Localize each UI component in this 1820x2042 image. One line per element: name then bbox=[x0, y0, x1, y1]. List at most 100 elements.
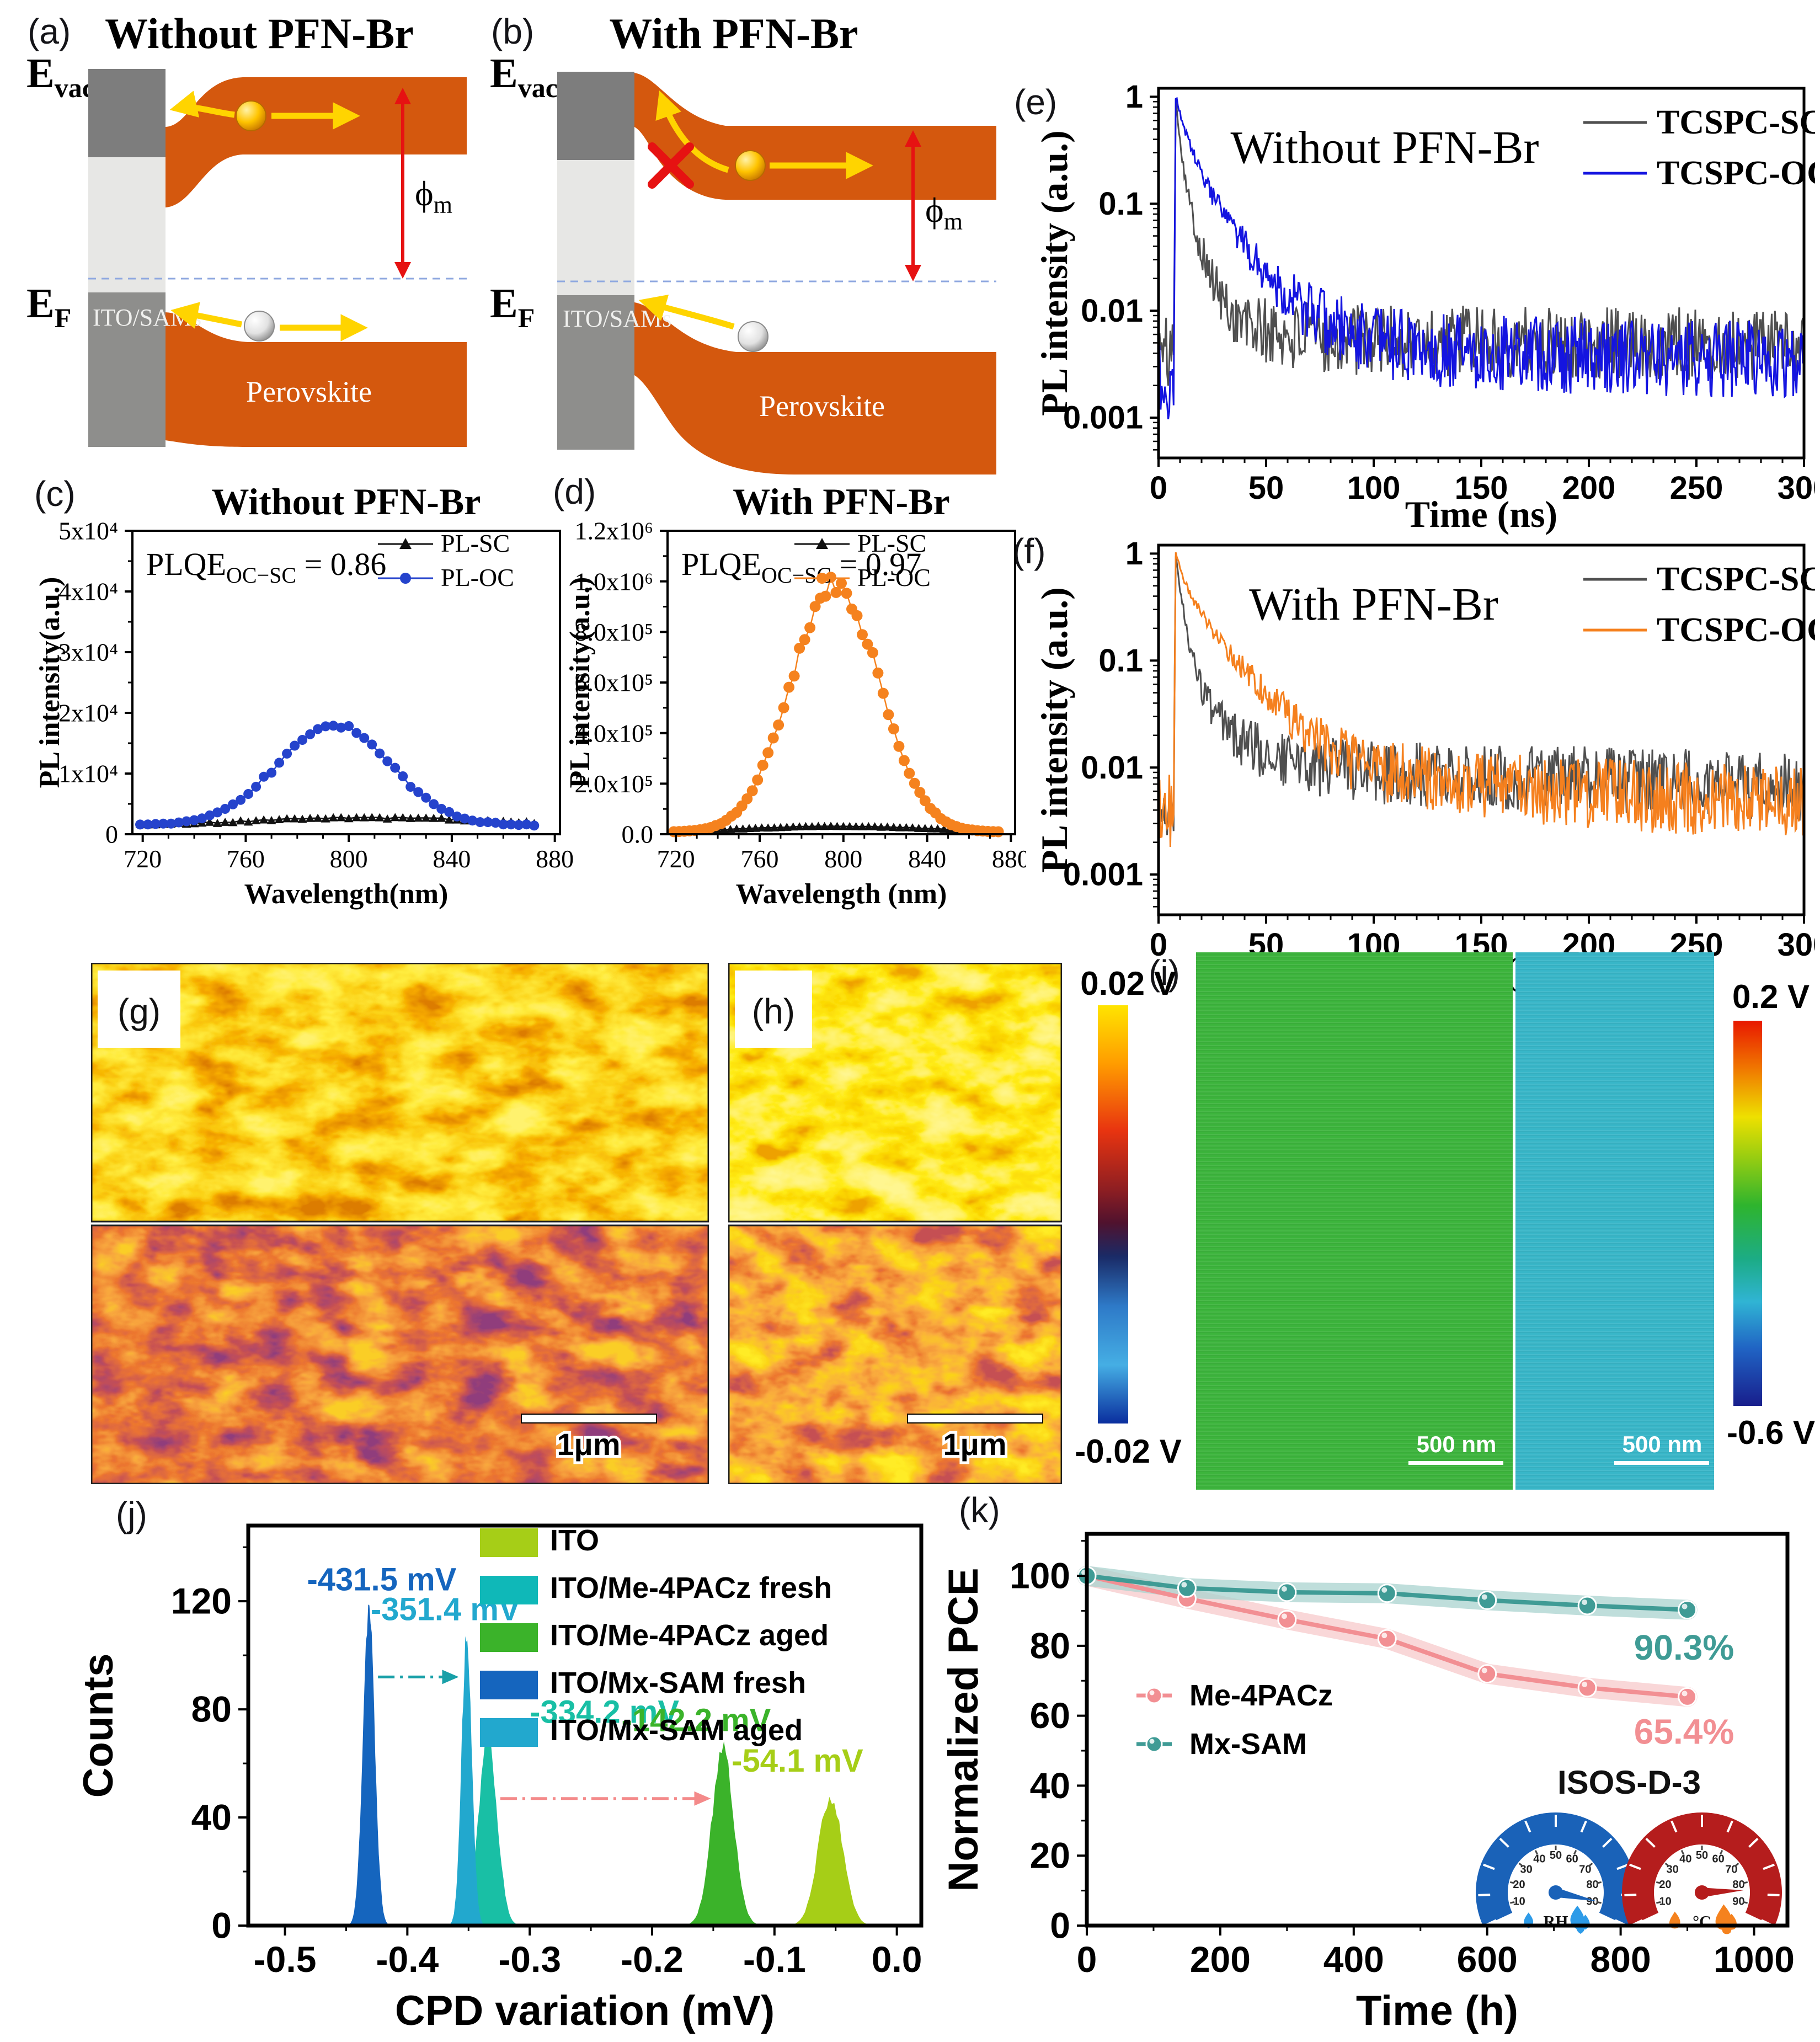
TCSPC-OC-curve bbox=[1157, 97, 1805, 419]
svg-text:0.01: 0.01 bbox=[1081, 750, 1143, 786]
svg-text:1000: 1000 bbox=[1714, 1939, 1795, 1980]
phi-m-label: ϕm bbox=[925, 190, 963, 235]
svg-text:TCSPC-OC: TCSPC-OC bbox=[1657, 611, 1815, 649]
gauge-label: °C bbox=[1693, 1912, 1711, 1931]
PL-SC-line bbox=[674, 825, 995, 832]
svg-text:1.0x10⁶: 1.0x10⁶ bbox=[574, 567, 653, 595]
svg-text:0.001: 0.001 bbox=[1063, 400, 1143, 436]
svg-text:90: 90 bbox=[1586, 1895, 1598, 1907]
perovskite-label: Perovskite bbox=[246, 375, 372, 408]
svg-text:150: 150 bbox=[1455, 470, 1508, 506]
valence-band bbox=[166, 312, 467, 447]
electron-ball bbox=[236, 100, 266, 131]
f-plot-content bbox=[1157, 552, 1805, 847]
y-axis-label: PL intensity(a.u.) bbox=[34, 577, 66, 788]
svg-text:760: 760 bbox=[740, 845, 778, 873]
scalebar-line bbox=[521, 1414, 657, 1423]
svg-text:TCSPC-SC: TCSPC-SC bbox=[1657, 561, 1815, 598]
chart-title: Without PFN-Br bbox=[212, 481, 481, 523]
svg-text:-0.4: -0.4 bbox=[376, 1939, 439, 1980]
scalebar-line bbox=[1408, 1461, 1503, 1465]
peak-annotation: -142.2 mV bbox=[622, 1702, 771, 1738]
cpd-histogram-chart: -431.5 mV-334.2 mV-351.4 mV-142.2 mV-54.… bbox=[75, 1523, 924, 2034]
hist-peak bbox=[342, 1604, 396, 1926]
svg-text:70: 70 bbox=[1579, 1864, 1591, 1876]
kpfm-map-i-right bbox=[1515, 952, 1714, 1490]
panel-label-b: (b) bbox=[491, 12, 535, 51]
svg-text:2x10⁴: 2x10⁴ bbox=[58, 699, 118, 727]
svg-text:5x10⁴: 5x10⁴ bbox=[58, 517, 118, 545]
svg-text:1x10⁴: 1x10⁴ bbox=[58, 760, 118, 788]
svg-text:-0.1: -0.1 bbox=[743, 1939, 806, 1980]
svg-text:PL-OC: PL-OC bbox=[857, 563, 931, 591]
kpfm-map-i-left bbox=[1196, 952, 1513, 1490]
scalebar-label: 1μm bbox=[943, 1427, 1006, 1462]
gh-colorbar bbox=[1098, 1005, 1128, 1423]
electrode-mid-block bbox=[88, 157, 166, 292]
panel-label-f: (f) bbox=[1012, 531, 1046, 571]
svg-text:880: 880 bbox=[536, 845, 574, 873]
x-axis-label: Wavelength (nm) bbox=[736, 878, 947, 910]
hole-transfer-arrow bbox=[638, 294, 735, 330]
gauge-label: RH bbox=[1544, 1912, 1568, 1931]
svg-text:20: 20 bbox=[1030, 1835, 1070, 1876]
gauge-needle bbox=[1701, 1888, 1744, 1897]
svg-text:0.01: 0.01 bbox=[1081, 293, 1143, 329]
svg-text:ITO/Me-4PACz aged: ITO/Me-4PACz aged bbox=[550, 1619, 829, 1652]
gauge-ring bbox=[1476, 1812, 1636, 1927]
svg-text:0: 0 bbox=[1077, 1939, 1097, 1980]
svg-text:600: 600 bbox=[1457, 1939, 1518, 1980]
svg-text:0.0: 0.0 bbox=[622, 820, 654, 849]
title-with-pfnbr: With PFN-Br bbox=[609, 9, 858, 57]
svg-text:300: 300 bbox=[1778, 927, 1815, 963]
svg-text:40: 40 bbox=[191, 1796, 232, 1837]
panel-label-box bbox=[735, 971, 812, 1048]
i-colorbar-max-label: 0.2 V bbox=[1732, 978, 1810, 1015]
kpfm-map-g: (g) 1μm bbox=[91, 963, 709, 1484]
svg-text:1: 1 bbox=[1125, 536, 1143, 572]
PL-OC-line bbox=[674, 574, 999, 833]
perovskite-label: Perovskite bbox=[759, 390, 885, 423]
tcspc-without-chart: Without PFN-Br TCSPC-SC TCSPC-OC 0 50 100 150 2… bbox=[1033, 79, 1815, 535]
kpfm-top-half bbox=[91, 963, 709, 1222]
panel-label-h: (h) bbox=[752, 991, 795, 1031]
svg-text:60: 60 bbox=[1712, 1853, 1724, 1865]
y-axis-label: Normalized PCE bbox=[940, 1568, 987, 1891]
panel-label-box bbox=[98, 971, 180, 1048]
x-axis-label: CPD variation (mV) bbox=[395, 1987, 775, 2034]
svg-text:0.0: 0.0 bbox=[872, 1939, 922, 1980]
svg-text:20: 20 bbox=[1659, 1879, 1671, 1891]
svg-text:0: 0 bbox=[1050, 1905, 1070, 1945]
svg-text:10: 10 bbox=[1513, 1895, 1525, 1907]
peak-annotation: -431.5 mV bbox=[307, 1562, 456, 1598]
ef-label: EF bbox=[490, 280, 535, 333]
phi-m-label: ϕm bbox=[415, 174, 452, 218]
legend-swatch bbox=[480, 1623, 538, 1652]
y-axis-label: PL intensity(a.u.) bbox=[564, 577, 596, 788]
legend-swatch bbox=[480, 1528, 538, 1557]
svg-text:720: 720 bbox=[124, 845, 162, 873]
svg-text:60: 60 bbox=[1566, 1853, 1578, 1865]
svg-text:Mx-SAM: Mx-SAM bbox=[1189, 1728, 1307, 1761]
svg-text:90: 90 bbox=[1732, 1895, 1744, 1907]
svg-text:120: 120 bbox=[171, 1581, 232, 1622]
final-pce-label: 65.4% bbox=[1634, 1712, 1734, 1751]
y-axis-label: PL intensity (a.u.) bbox=[1033, 130, 1075, 416]
svg-text:TCSPC-SC: TCSPC-SC bbox=[1657, 104, 1815, 141]
band-diagram-without: Evac EF ITO/SAMs ϕm Perovskite bbox=[26, 50, 467, 447]
svg-text:80: 80 bbox=[1030, 1625, 1070, 1666]
svg-text:PL-OC: PL-OC bbox=[441, 563, 514, 591]
svg-text:200: 200 bbox=[1190, 1939, 1251, 1980]
scalebar-label: 500 nm bbox=[1416, 1431, 1497, 1457]
title-without-pfnbr: Without PFN-Br bbox=[105, 9, 414, 57]
svg-text:3x10⁴: 3x10⁴ bbox=[58, 638, 118, 667]
svg-text:0: 0 bbox=[105, 820, 118, 849]
svg-text:800: 800 bbox=[1591, 1939, 1651, 1980]
svg-text:20: 20 bbox=[1513, 1879, 1525, 1891]
scalebar-line bbox=[907, 1414, 1043, 1423]
panel-label-d: (d) bbox=[553, 472, 596, 511]
svg-text:760: 760 bbox=[227, 845, 265, 873]
svg-text:720: 720 bbox=[657, 845, 695, 873]
scalebar-line bbox=[1614, 1461, 1709, 1465]
